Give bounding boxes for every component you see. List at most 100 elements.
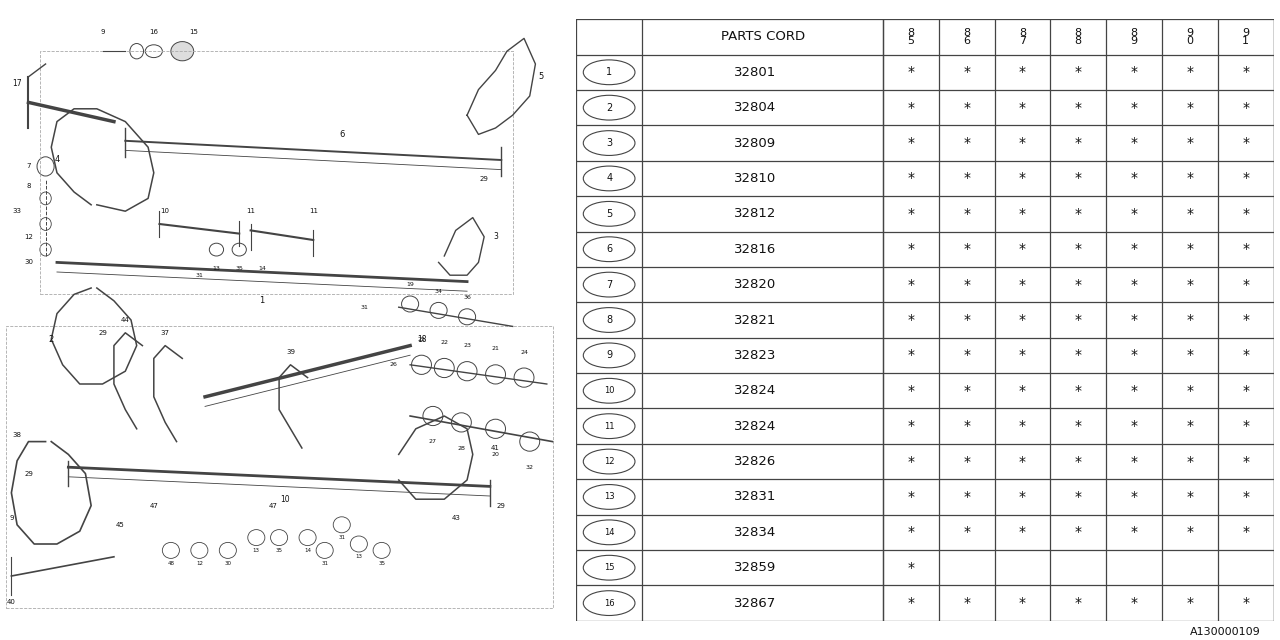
Text: 32812: 32812 [733,207,776,220]
Text: 31: 31 [196,273,204,278]
Text: *: * [1242,136,1249,150]
Text: *: * [1075,384,1082,398]
Text: *: * [1187,525,1193,540]
Text: *: * [1075,100,1082,115]
Text: 11: 11 [246,208,255,214]
Text: *: * [908,454,914,468]
Text: *: * [908,561,914,575]
Text: 16: 16 [150,29,159,35]
Text: 15: 15 [604,563,614,572]
Text: 5: 5 [908,36,914,46]
Text: 18: 18 [417,335,426,344]
Text: *: * [1242,384,1249,398]
Text: 41: 41 [492,445,500,451]
Text: *: * [963,596,970,610]
Text: *: * [908,596,914,610]
Text: 32826: 32826 [733,455,776,468]
Text: 1: 1 [1242,36,1249,46]
Text: *: * [1075,313,1082,327]
Text: *: * [963,242,970,256]
Text: *: * [1075,172,1082,186]
Text: *: * [908,348,914,362]
Text: 4: 4 [605,173,612,184]
Text: 30: 30 [24,259,33,266]
Text: 28: 28 [457,445,466,451]
Text: 13: 13 [212,266,220,271]
Text: 35: 35 [275,548,283,553]
Text: *: * [1130,242,1138,256]
Text: 32816: 32816 [733,243,776,256]
Text: 26: 26 [389,362,397,367]
Text: *: * [1130,596,1138,610]
Text: 7: 7 [605,280,612,290]
Text: *: * [1187,419,1193,433]
Text: 31: 31 [361,305,369,310]
Text: 8: 8 [1075,36,1082,46]
Text: *: * [1187,242,1193,256]
Text: *: * [1019,207,1027,221]
Text: *: * [1019,525,1027,540]
Text: *: * [1130,172,1138,186]
Text: *: * [1130,207,1138,221]
Text: 9: 9 [9,515,14,522]
Text: *: * [1242,419,1249,433]
Text: 48: 48 [168,561,174,566]
Text: 27: 27 [429,439,436,444]
Text: *: * [1075,525,1082,540]
Text: 36: 36 [463,295,471,300]
Text: 38: 38 [13,432,22,438]
Text: 12: 12 [604,457,614,466]
Text: 2: 2 [49,335,54,344]
Bar [5,326,553,608]
Text: 25: 25 [417,337,425,342]
Text: *: * [1075,207,1082,221]
Text: 35: 35 [236,266,243,271]
Text: *: * [1075,596,1082,610]
Text: *: * [1187,313,1193,327]
Text: 35: 35 [378,561,385,566]
Text: *: * [1130,525,1138,540]
Text: 32809: 32809 [733,136,776,150]
Text: *: * [1019,384,1027,398]
Text: *: * [963,454,970,468]
Text: 32824: 32824 [733,420,776,433]
Text: *: * [1019,172,1027,186]
Text: *: * [963,490,970,504]
Text: *: * [1242,65,1249,79]
Text: 5: 5 [539,72,544,81]
Text: *: * [1130,65,1138,79]
Text: *: * [1019,419,1027,433]
Text: *: * [1019,313,1027,327]
Text: *: * [1242,348,1249,362]
Text: 47: 47 [269,502,278,509]
Text: 32: 32 [526,465,534,470]
Text: *: * [1075,242,1082,256]
Text: *: * [908,384,914,398]
Text: 23: 23 [463,343,471,348]
Text: *: * [908,65,914,79]
Text: *: * [963,419,970,433]
Text: 1: 1 [605,67,612,77]
Text: 10: 10 [161,208,170,214]
Text: *: * [1242,454,1249,468]
Text: 40: 40 [6,598,15,605]
Text: 13: 13 [356,554,362,559]
Text: *: * [1130,419,1138,433]
Text: 0: 0 [1187,36,1193,46]
Text: *: * [1130,100,1138,115]
Text: *: * [1242,313,1249,327]
Text: 9: 9 [1130,36,1138,46]
Text: 45: 45 [115,522,124,528]
Text: 31: 31 [321,561,328,566]
Text: 30: 30 [224,561,232,566]
Text: 13: 13 [253,548,260,553]
Text: *: * [1242,278,1249,292]
Text: 32867: 32867 [733,596,776,610]
Text: 43: 43 [452,515,460,522]
Text: 21: 21 [492,346,499,351]
Text: 10: 10 [280,495,289,504]
Text: *: * [1187,100,1193,115]
Text: *: * [1130,454,1138,468]
Text: 9: 9 [100,29,105,35]
Text: *: * [963,65,970,79]
